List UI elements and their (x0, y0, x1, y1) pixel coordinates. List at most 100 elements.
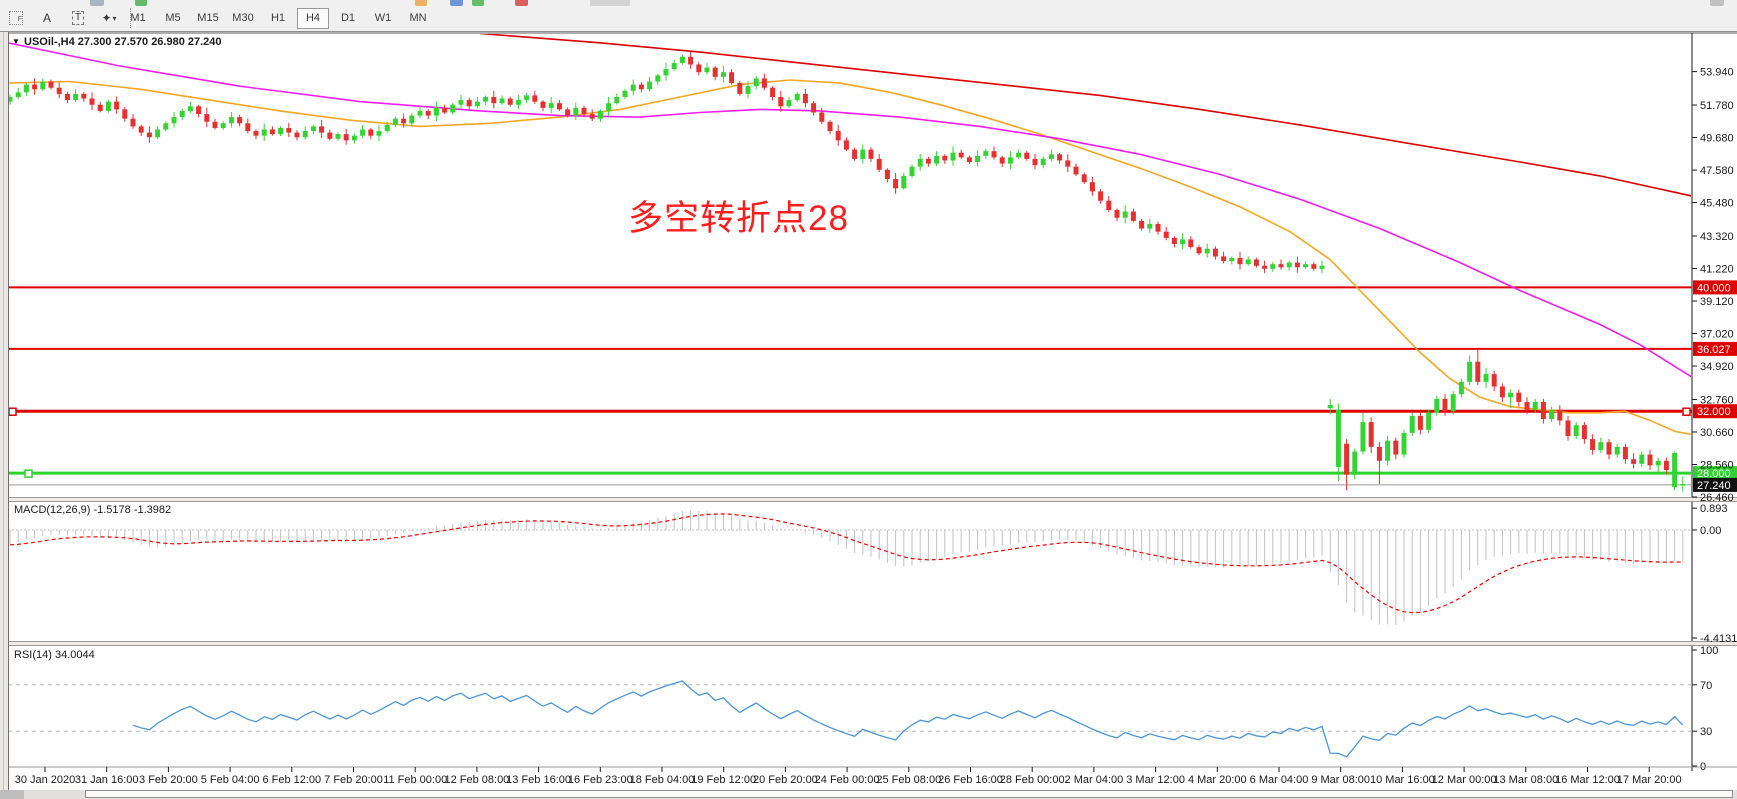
svg-text:27.240: 27.240 (1697, 480, 1731, 492)
timeframe-button-H4[interactable]: H4 (297, 7, 329, 29)
time-axis-label: 19 Feb 12:00 (691, 774, 756, 786)
dotted-grid-f-button[interactable]: F (2, 7, 30, 30)
rsi-line (132, 680, 1684, 758)
price-badge-36.027 (1693, 341, 1737, 356)
time-axis-label: 13 Mar 08:00 (1493, 774, 1558, 786)
ma-magenta (9, 42, 1691, 378)
price-axis-tick: 49.680 (1700, 133, 1734, 145)
rsi-axis-tick: 100 (1700, 645, 1718, 657)
timeframe-button-H1[interactable]: H1 (270, 12, 286, 24)
scrollbar-thumb[interactable] (85, 790, 1733, 798)
text-label-tool-icon: A (42, 11, 51, 25)
hline-28.000[interactable]: 28.000 (8, 466, 1737, 481)
price-axis-tick: 47.580 (1700, 165, 1734, 177)
candles-layer (9, 51, 1686, 492)
timeframe-button-M5[interactable]: M5 (165, 12, 181, 24)
time-axis-label: 24 Feb 00:00 (815, 774, 880, 786)
price-axis-tick: 26.460 (1700, 492, 1734, 504)
timeframe-button-M15[interactable]: M15 (197, 12, 219, 24)
ma-orange (9, 79, 1691, 436)
macd-axis-tick: -4.4131 (1700, 633, 1737, 645)
chart-title-ohlc: USOil-,H4 27.300 27.570 26.980 27.240 (24, 36, 222, 48)
macd-signal-line (9, 513, 1683, 614)
time-axis-label: 9 Mar 08:00 (1311, 774, 1370, 786)
clipped-icon-fragment (472, 0, 484, 6)
price-axis-tick: 39.120 (1700, 296, 1734, 308)
hline-36.027[interactable]: 36.027 (8, 341, 1737, 356)
timeframe-button-M1[interactable]: M1 (130, 12, 146, 24)
time-axis[interactable]: 30 Jan 2020 31 Jan 16:00 3 Feb 20:00 5 Feb … (15, 767, 1682, 786)
price-axis-tick: 51.780 (1700, 100, 1734, 112)
clipped-icon-fragment (450, 0, 463, 6)
annotation-text[interactable]: 多空转折点28 (628, 199, 849, 238)
price-badge-27.240 (1693, 477, 1737, 492)
hline-40.000[interactable]: 40.000 (8, 280, 1737, 295)
time-axis-label: 2 Mar 04:00 (1065, 774, 1124, 786)
svg-text:32.000: 32.000 (1697, 406, 1731, 418)
time-axis-label: 28 Feb 00:00 (1000, 774, 1065, 786)
price-axis-tick: 34.920 (1700, 361, 1734, 373)
hline-27.240[interactable]: 27.240 (8, 477, 1737, 492)
time-axis-label: 13 Feb 16:00 (506, 774, 571, 786)
rsi-axis-tick: 70 (1700, 680, 1712, 692)
drawing-tools-group: F A T ✦ ▾ (2, 7, 140, 29)
rsi-indicator-label: RSI(14) 34.0044 (14, 649, 95, 661)
text-box-tool-icon: T (71, 11, 85, 25)
price-axis-tick: 53.940 (1700, 67, 1734, 79)
time-axis-label: 30 Jan 2020 (15, 774, 76, 786)
macd-axis-tick: 0.00 (1700, 525, 1721, 537)
symbol-dropdown-icon[interactable]: ▼ (12, 37, 20, 46)
timeframe-buttons-group: M1 M5 M15 M30 H1 H4 D1 W1 MN (122, 7, 437, 29)
time-axis-label: 5 Feb 04:00 (201, 774, 260, 786)
time-axis-label: 12 Feb 08:00 (444, 774, 509, 786)
timeframe-button-M30[interactable]: M30 (232, 12, 254, 24)
horizontal-scrollbar[interactable] (0, 790, 1737, 799)
price-axis-tick: 41.220 (1700, 264, 1734, 276)
text-label-tool-button[interactable]: A (33, 7, 61, 30)
time-axis-label: 18 Feb 04:00 (630, 774, 695, 786)
time-axis-label: 20 Feb 20:00 (753, 774, 818, 786)
price-axis-tick: 28.560 (1700, 459, 1734, 471)
text-box-tool-button[interactable]: T (64, 7, 92, 30)
clipped-icon-fragment (590, 0, 630, 6)
price-axis-tick: 32.760 (1700, 394, 1734, 406)
price-badge-40.000 (1693, 280, 1737, 295)
time-axis-label: 12 Mar 00:00 (1432, 774, 1497, 786)
time-axis-label: 25 Feb 08:00 (876, 774, 941, 786)
clipped-icon-fragment (415, 0, 427, 6)
toolbar-separator (130, 8, 136, 28)
moving-average-lines (9, 34, 1691, 436)
time-axis-label: 6 Mar 04:00 (1250, 774, 1309, 786)
dropdown-caret-icon: ▾ (112, 13, 117, 23)
time-axis-label: 16 Mar 12:00 (1555, 774, 1620, 786)
window-left-edge (0, 31, 9, 799)
time-axis-label: 6 Feb 12:00 (262, 774, 321, 786)
time-axis-label: 17 Mar 20:00 (1617, 774, 1682, 786)
time-axis-label: 10 Mar 16:00 (1370, 774, 1435, 786)
clipped-icon-fragment (90, 0, 104, 6)
dotted-grid-f-icon: F (9, 11, 23, 25)
price-axis-tick: 45.480 (1700, 198, 1734, 210)
time-axis-label: 3 Feb 20:00 (139, 774, 198, 786)
shapes-dropdown-button[interactable]: ✦ ▾ (95, 7, 123, 30)
clipped-icon-fragment (1710, 0, 1724, 6)
rsi-axis-tick: 30 (1700, 726, 1712, 738)
timeframe-button-W1[interactable]: W1 (374, 12, 392, 24)
scrollbar-corner (0, 790, 24, 799)
price-axis-tick: 37.020 (1700, 329, 1734, 341)
svg-text:40.000: 40.000 (1697, 282, 1731, 294)
time-axis-label: 4 Mar 20:00 (1188, 774, 1247, 786)
hline-32.000[interactable]: 32.000 (8, 404, 1737, 419)
clipped-icon-fragment (515, 0, 528, 6)
timeframe-button-MN[interactable]: MN (409, 12, 427, 24)
svg-text:28.000: 28.000 (1697, 468, 1731, 480)
time-axis-label: 16 Feb 23:00 (568, 774, 633, 786)
shapes-dropdown-icon: ✦ (101, 11, 112, 25)
price-axis-tick: 30.660 (1700, 427, 1734, 439)
timeframe-button-D1[interactable]: D1 (340, 12, 356, 24)
price-axis-tick: 43.320 (1700, 231, 1734, 243)
time-axis-label: 31 Jan 16:00 (75, 774, 139, 786)
toolbar: F A T ✦ ▾ M1 M5 M15 M30 H1 H4 D1 W1 MN (0, 0, 1737, 32)
time-axis-label: 7 Feb 20:00 (324, 774, 383, 786)
